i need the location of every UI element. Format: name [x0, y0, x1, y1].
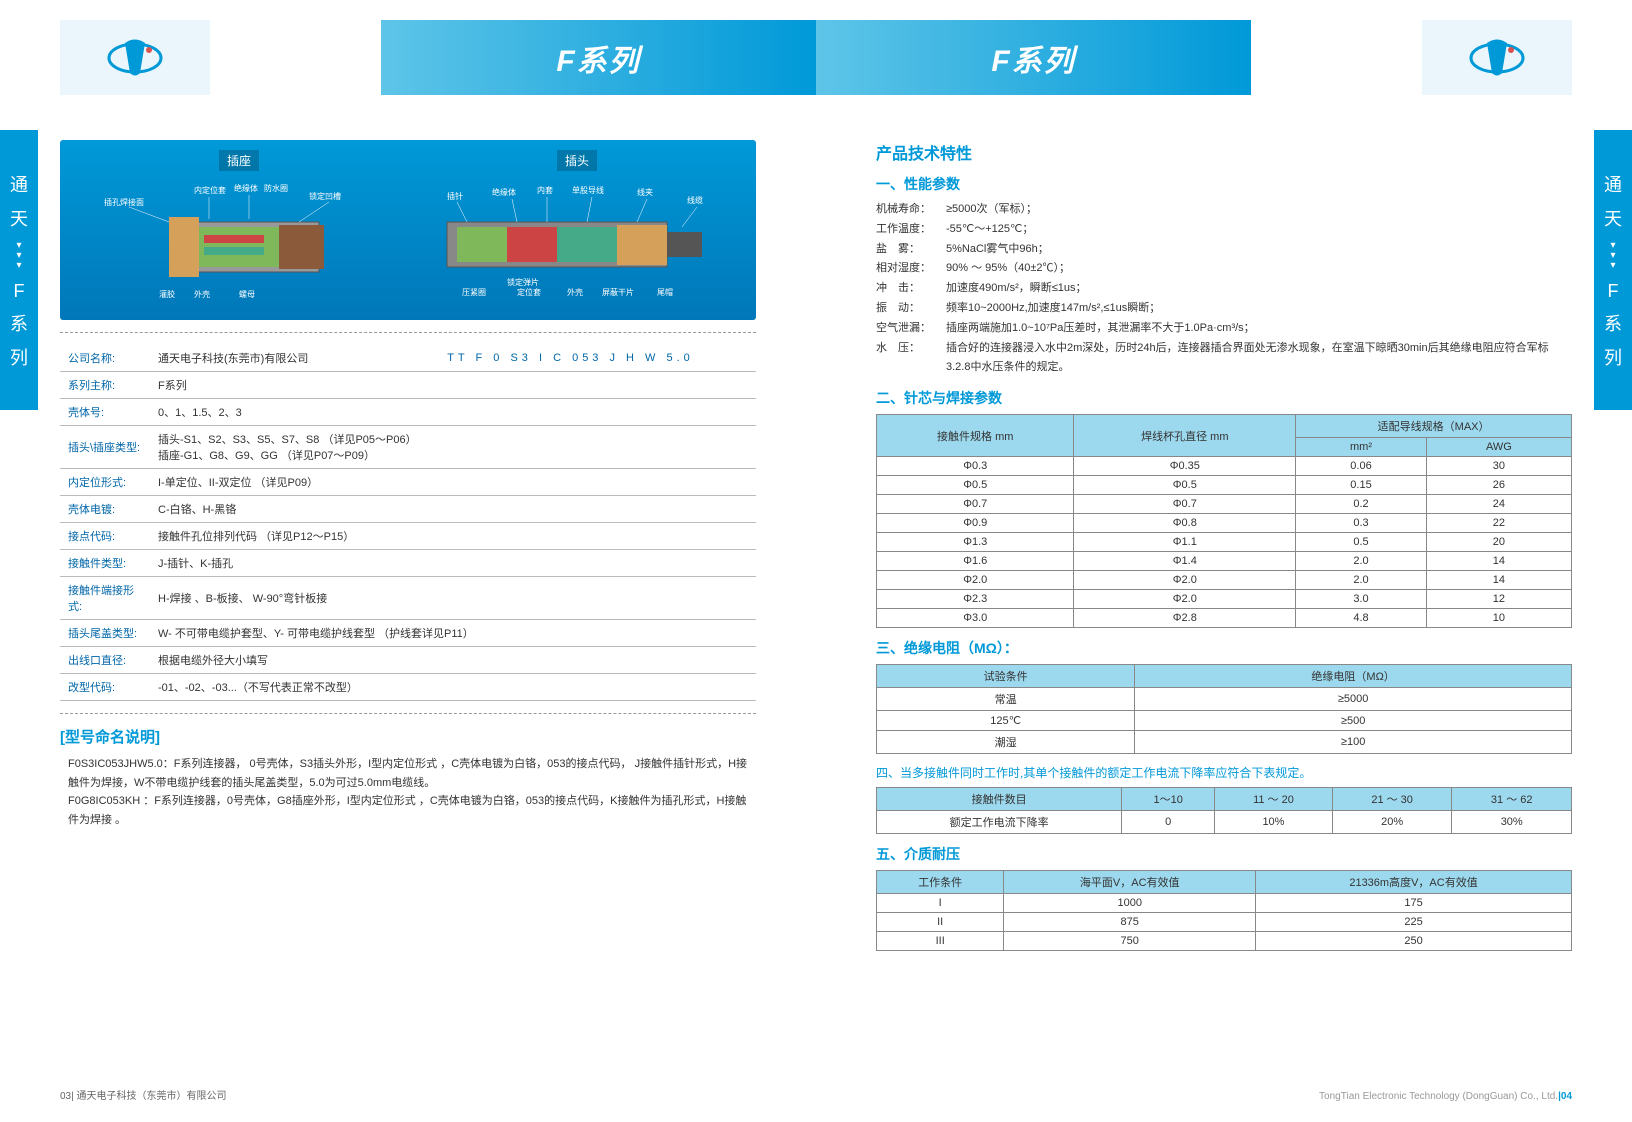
table-row: I1000175: [877, 894, 1572, 913]
connector-diagram: 插座 插孔焊接面 内定位套 绝缘体 防水圈 锁定凹槽: [60, 140, 756, 320]
naming-examples: F0S3IC053JHW5.0：F系列连接器， 0号壳体，S3插头外形，I型内定…: [60, 755, 756, 830]
svg-text:外壳: 外壳: [194, 289, 210, 299]
table-row: Φ3.0Φ2.84.810: [877, 609, 1572, 628]
footer-right: TongTian Electronic Technology (DongGuan…: [1319, 1091, 1572, 1102]
svg-text:锁定凹槽: 锁定凹槽: [309, 191, 341, 201]
spec-row: 改型代码:-01、-02、-03...（不写代表正常不改型）: [60, 674, 756, 701]
logo-right: [1422, 20, 1572, 95]
perf-row: 水 压：插合好的连接器浸入水中2m深处，历时24h后，连接器插合界面处无渗水现象…: [876, 339, 1572, 379]
header-left: F系列: [381, 20, 816, 95]
sec1-title: 一、性能参数: [876, 174, 1572, 194]
table-row: Φ0.3Φ0.350.0630: [877, 457, 1572, 476]
footer-left: 03| 通天电子科技（东莞市）有限公司: [60, 1087, 227, 1102]
spec-row: 插头尾盖类型:W- 不可带电缆护套型、Y- 可带电缆护线套型 （护线套详见P11…: [60, 620, 756, 647]
sec2-title: 二、针芯与焊接参数: [876, 388, 1572, 408]
logo-left: [60, 20, 210, 95]
sec5-title: 五、介质耐压: [876, 844, 1572, 864]
socket-cutaway-icon: 插孔焊接面 内定位套 绝缘体 防水圈 锁定凹槽 灌胶 外壳 螺母: [70, 177, 408, 307]
table-row: II875225: [877, 913, 1572, 932]
performance-params: 机械寿命：≥5000次（军标）；工作温度：-55℃～+125℃；盐 雾：5%Na…: [876, 200, 1572, 378]
chevron-down-icon: ▾▾▾: [1610, 241, 1615, 271]
svg-text:插孔焊接面: 插孔焊接面: [104, 197, 144, 207]
naming-section-title: [型号命名说明]: [60, 726, 756, 747]
spec-row: 内定位形式:I-单定位、II-双定位 （详见P09）: [60, 469, 756, 496]
dielectric-table: 工作条件海平面V，AC有效值21336m高度V，AC有效值 I1000175II…: [876, 870, 1572, 951]
side-tab-right: 通 天 ▾▾▾ F 系 列: [1594, 130, 1632, 410]
table-row: 潮湿≥100: [877, 731, 1572, 754]
sec3-title: 三、绝缘电阻（MΩ）：: [876, 638, 1572, 658]
svg-text:尾帽: 尾帽: [657, 287, 673, 297]
svg-text:单股导线: 单股导线: [572, 185, 604, 195]
model-code-table: 公司名称:通天电子科技(东莞市)有限公司TT F 0 S3 I C 053 J …: [60, 345, 756, 701]
svg-text:灌胶: 灌胶: [159, 289, 175, 299]
brand-logo-icon: [105, 28, 165, 88]
header-title-left: F系列: [556, 36, 640, 80]
left-page: F系列 通 天 ▾▾▾ F 系 列 插座: [0, 0, 816, 1122]
svg-text:线缆: 线缆: [687, 195, 703, 205]
perf-row: 相对湿度：90% ～ 95%（40±2℃）；: [876, 259, 1572, 279]
side-tab-left: 通 天 ▾▾▾ F 系 列: [0, 130, 38, 410]
tech-title: 产品技术特性: [876, 140, 1572, 164]
plug-cutaway-icon: 插针 绝缘体 内套 单股导线 线夹 线缆 压紧圈 定位套 锁定弹片 外壳 屏蔽干…: [408, 177, 746, 307]
svg-text:定位套: 定位套: [517, 287, 541, 297]
table-row: Φ2.3Φ2.03.012: [877, 590, 1572, 609]
spec-row: 出线口直径:根据电缆外径大小填写: [60, 647, 756, 674]
spec-row: 系列主称:F系列: [60, 372, 756, 399]
spec-row: 接触件类型:J-插针、K-插孔: [60, 550, 756, 577]
derating-table: 接触件数目1～1011 ～ 2021 ～ 3031 ～ 62 额定工作电流下降率…: [876, 787, 1572, 834]
svg-text:屏蔽干片: 屏蔽干片: [602, 287, 634, 297]
chevron-down-icon: ▾▾▾: [16, 241, 21, 271]
header-right: F系列: [816, 20, 1251, 95]
right-page: F系列 通 天 ▾▾▾ F 系 列 产品技术特性 一、性能参数 机械寿命：≥50…: [816, 0, 1632, 1122]
spec-row: 壳体号:0、1、1.5、2、3: [60, 399, 756, 426]
table-row: Φ0.5Φ0.50.1526: [877, 476, 1572, 495]
table-row: III750250: [877, 932, 1572, 951]
sec4-title: 四、当多接触件同时工作时,其单个接触件的额定工作电流下降率应符合下表规定。: [876, 764, 1572, 781]
svg-text:外壳: 外壳: [567, 287, 583, 297]
divider: [60, 713, 756, 714]
perf-row: 振 动：频率10~2000Hz,加速度147m/s²,≤1us瞬断；: [876, 299, 1572, 319]
perf-row: 冲 击：加速度490m/s²，瞬断≤1us；: [876, 279, 1572, 299]
perf-row: 工作温度：-55℃～+125℃；: [876, 220, 1572, 240]
page-spread: F系列 通 天 ▾▾▾ F 系 列 插座: [0, 0, 1632, 1122]
svg-text:防水圈: 防水圈: [264, 183, 288, 193]
insulation-table: 试验条件绝缘电阻（MΩ） 常温≥5000125℃≥500潮湿≥100: [876, 664, 1572, 754]
brand-logo-icon: [1467, 28, 1527, 88]
table-row: 125℃≥500: [877, 711, 1572, 731]
table-row: Φ1.6Φ1.42.014: [877, 552, 1572, 571]
plug-diagram: 插头 插针 绝缘体 内套 单股导线: [408, 150, 746, 310]
table-row: Φ2.0Φ2.02.014: [877, 571, 1572, 590]
pin-weld-table: 接触件规格 mm 焊线杯孔直径 mm 适配导线规格（MAX） mm² AWG Φ…: [876, 414, 1572, 628]
svg-text:绝缘体: 绝缘体: [492, 187, 516, 197]
spec-row: 壳体电镀:C-白铬、H-黑铬: [60, 496, 756, 523]
table-row: 额定工作电流下降率010%20%30%: [877, 811, 1572, 834]
table-row: Φ0.7Φ0.70.224: [877, 495, 1572, 514]
example-item: F0S3IC053JHW5.0：F系列连接器， 0号壳体，S3插头外形，I型内定…: [68, 755, 756, 792]
svg-text:螺母: 螺母: [239, 289, 255, 299]
svg-text:绝缘体: 绝缘体: [234, 183, 258, 193]
svg-text:内套: 内套: [537, 185, 553, 195]
spec-row: 插头\插座类型:插头-S1、S2、S3、S5、S7、S8 （详见P05～P06）…: [60, 426, 756, 469]
perf-row: 盐 雾：5%NaCl雾气中96h；: [876, 240, 1572, 260]
divider: [60, 332, 756, 333]
spec-row: 接点代码:接触件孔位排列代码 （详见P12～P15）: [60, 523, 756, 550]
example-item: F0G8IC053KH ：F系列连接器，0号壳体，G8插座外形，I型内定位形式 …: [68, 792, 756, 829]
spec-row: 接触件端接形式:H-焊接 、B-板接、 W-90°弯针板接: [60, 577, 756, 620]
socket-diagram: 插座 插孔焊接面 内定位套 绝缘体 防水圈 锁定凹槽: [70, 150, 408, 310]
svg-text:压紧圈: 压紧圈: [462, 288, 486, 297]
perf-row: 机械寿命：≥5000次（军标）；: [876, 200, 1572, 220]
svg-text:锁定弹片: 锁定弹片: [507, 277, 539, 287]
svg-text:线夹: 线夹: [637, 187, 653, 197]
table-row: Φ0.9Φ0.80.322: [877, 514, 1572, 533]
table-row: 常温≥5000: [877, 688, 1572, 711]
perf-row: 空气泄漏：插座两端施加1.0~10⁷Pa压差时，其泄漏率不大于1.0Pa·cm³…: [876, 319, 1572, 339]
svg-text:插针: 插针: [447, 191, 463, 201]
tech-content: 产品技术特性 一、性能参数 机械寿命：≥5000次（军标）；工作温度：-55℃～…: [876, 140, 1572, 951]
table-row: Φ1.3Φ1.10.520: [877, 533, 1572, 552]
svg-text:内定位套: 内定位套: [194, 185, 226, 195]
spec-row: 公司名称:通天电子科技(东莞市)有限公司TT F 0 S3 I C 053 J …: [60, 345, 756, 372]
header-title-right: F系列: [991, 36, 1075, 80]
